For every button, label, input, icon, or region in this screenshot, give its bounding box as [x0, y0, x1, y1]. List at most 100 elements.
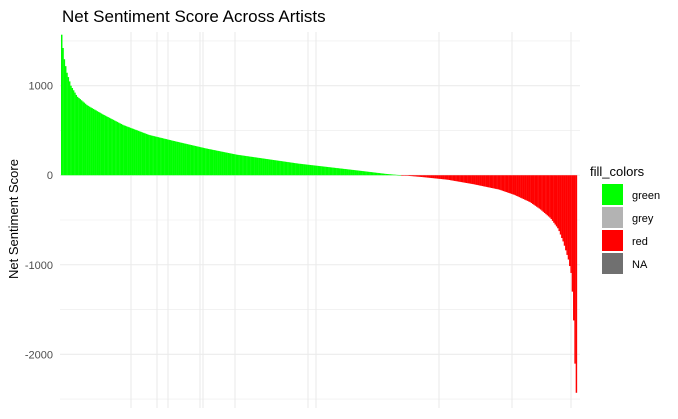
- bar: [455, 175, 457, 182]
- bar: [508, 175, 510, 193]
- bar: [205, 148, 207, 176]
- bar: [87, 105, 89, 176]
- bar: [322, 166, 325, 176]
- bar: [280, 161, 283, 176]
- bar: [539, 175, 542, 210]
- bar: [330, 167, 333, 176]
- bar: [238, 154, 240, 176]
- bar: [133, 129, 136, 176]
- bar: [296, 163, 298, 176]
- bar: [235, 154, 238, 176]
- bar: [475, 175, 477, 185]
- bar: [389, 174, 391, 176]
- bar: [491, 175, 493, 188]
- bar: [291, 162, 293, 176]
- bar: [284, 161, 287, 176]
- bar: [111, 119, 113, 176]
- bar: [194, 145, 197, 176]
- bar: [107, 117, 109, 176]
- bar: [124, 125, 126, 176]
- bar: [521, 175, 523, 199]
- bar: [270, 159, 272, 176]
- bar: [66, 72, 68, 176]
- bar: [432, 175, 435, 179]
- bar: [468, 175, 470, 184]
- bar: [104, 115, 107, 176]
- bar: [461, 175, 464, 183]
- legend-title: fill_colors: [590, 164, 645, 179]
- bar: [398, 175, 400, 176]
- bar: [494, 175, 497, 189]
- bar: [489, 175, 492, 188]
- bar: [71, 88, 74, 176]
- bar: [558, 175, 560, 232]
- bar: [140, 131, 142, 176]
- bar: [263, 158, 265, 176]
- bar: [295, 163, 297, 176]
- bar: [161, 138, 164, 176]
- bar: [135, 129, 137, 176]
- bar: [199, 147, 202, 176]
- bar: [500, 175, 502, 191]
- bar: [363, 171, 366, 176]
- bar: [350, 169, 353, 176]
- bar: [477, 175, 480, 186]
- bar: [406, 175, 408, 176]
- bar: [223, 152, 226, 176]
- bar: [453, 175, 456, 181]
- bar: [117, 122, 120, 176]
- bar: [157, 137, 160, 176]
- bar: [393, 174, 395, 176]
- bar: [472, 175, 474, 185]
- bar: [264, 158, 267, 176]
- bar: [266, 159, 268, 176]
- bar: [285, 161, 288, 176]
- bar: [275, 160, 277, 176]
- bar: [271, 159, 273, 176]
- bar: [136, 130, 138, 176]
- bar: [188, 144, 190, 176]
- bar: [145, 133, 148, 176]
- bar: [555, 175, 558, 227]
- bar: [305, 164, 308, 176]
- bar: [480, 175, 482, 186]
- bar: [191, 145, 194, 176]
- bar: [221, 151, 223, 176]
- bar: [538, 175, 541, 209]
- bar: [387, 174, 390, 176]
- bar: [186, 144, 189, 176]
- bar: [479, 175, 481, 186]
- bar: [550, 175, 553, 220]
- bar: [337, 168, 339, 176]
- bar: [158, 137, 161, 176]
- bar: [501, 175, 504, 191]
- bar: [84, 103, 87, 176]
- bar: [329, 167, 332, 176]
- bar: [242, 155, 244, 176]
- bar: [557, 175, 559, 229]
- bar: [476, 175, 478, 185]
- bar: [243, 155, 246, 176]
- bar: [74, 92, 76, 176]
- bar: [529, 175, 531, 203]
- bar: [79, 99, 81, 176]
- bar: [440, 175, 443, 180]
- bar: [218, 151, 220, 176]
- bar: [353, 170, 355, 176]
- bar: [82, 101, 84, 176]
- bar: [289, 162, 292, 176]
- bar: [180, 142, 182, 176]
- bar: [312, 165, 314, 176]
- bar: [573, 175, 575, 321]
- bar: [166, 139, 169, 176]
- bar: [496, 175, 498, 190]
- bar: [471, 175, 473, 184]
- bar: [448, 175, 451, 180]
- bar: [570, 175, 572, 273]
- bar: [473, 175, 476, 185]
- bar: [315, 165, 317, 176]
- bar: [346, 169, 349, 176]
- legend-key-green: [602, 184, 623, 205]
- bar: [518, 175, 521, 198]
- bar: [411, 175, 414, 177]
